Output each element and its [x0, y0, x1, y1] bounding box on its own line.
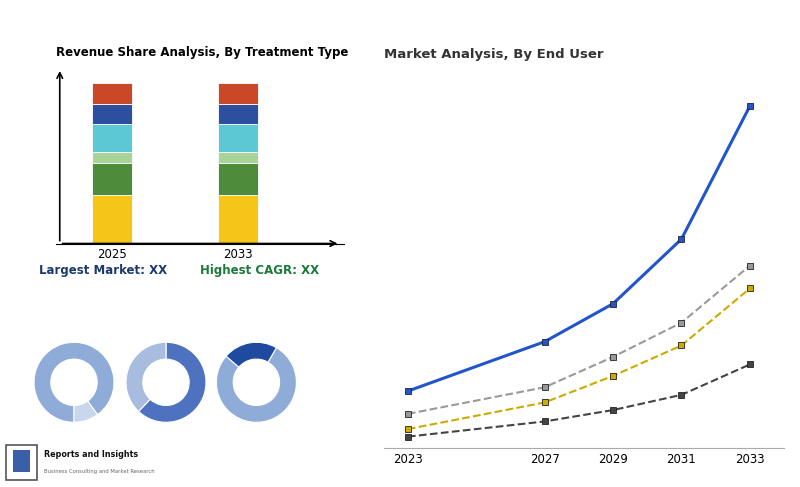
Bar: [92, 163, 132, 195]
Wedge shape: [126, 342, 166, 412]
Bar: [92, 195, 132, 244]
Text: Business Consulting and Market Research: Business Consulting and Market Research: [45, 469, 155, 474]
Bar: [218, 104, 258, 125]
Bar: [6, 445, 38, 480]
Wedge shape: [138, 342, 206, 422]
Text: Revenue Share Analysis, By Treatment Type: Revenue Share Analysis, By Treatment Typ…: [56, 46, 348, 59]
Bar: [218, 152, 258, 163]
Bar: [92, 125, 132, 152]
Wedge shape: [74, 401, 98, 422]
Bar: [92, 83, 132, 104]
Bar: [92, 152, 132, 163]
Text: Highest CAGR: XX: Highest CAGR: XX: [200, 264, 319, 277]
Bar: [218, 83, 258, 104]
Text: Largest Market: XX: Largest Market: XX: [38, 264, 167, 277]
Bar: [218, 163, 258, 195]
Bar: [92, 104, 132, 125]
Bar: [218, 125, 258, 152]
Bar: [218, 195, 258, 244]
Wedge shape: [226, 342, 276, 367]
Text: GLOBAL ELASTOMERIC INFUSION PUMPS MARKET SEGMENT ANALYSIS: GLOBAL ELASTOMERIC INFUSION PUMPS MARKET…: [10, 19, 590, 34]
Wedge shape: [217, 348, 296, 422]
Bar: [13, 450, 30, 472]
Text: Market Analysis, By End User: Market Analysis, By End User: [384, 49, 603, 61]
Wedge shape: [34, 342, 114, 422]
Text: Reports and Insights: Reports and Insights: [45, 450, 138, 459]
